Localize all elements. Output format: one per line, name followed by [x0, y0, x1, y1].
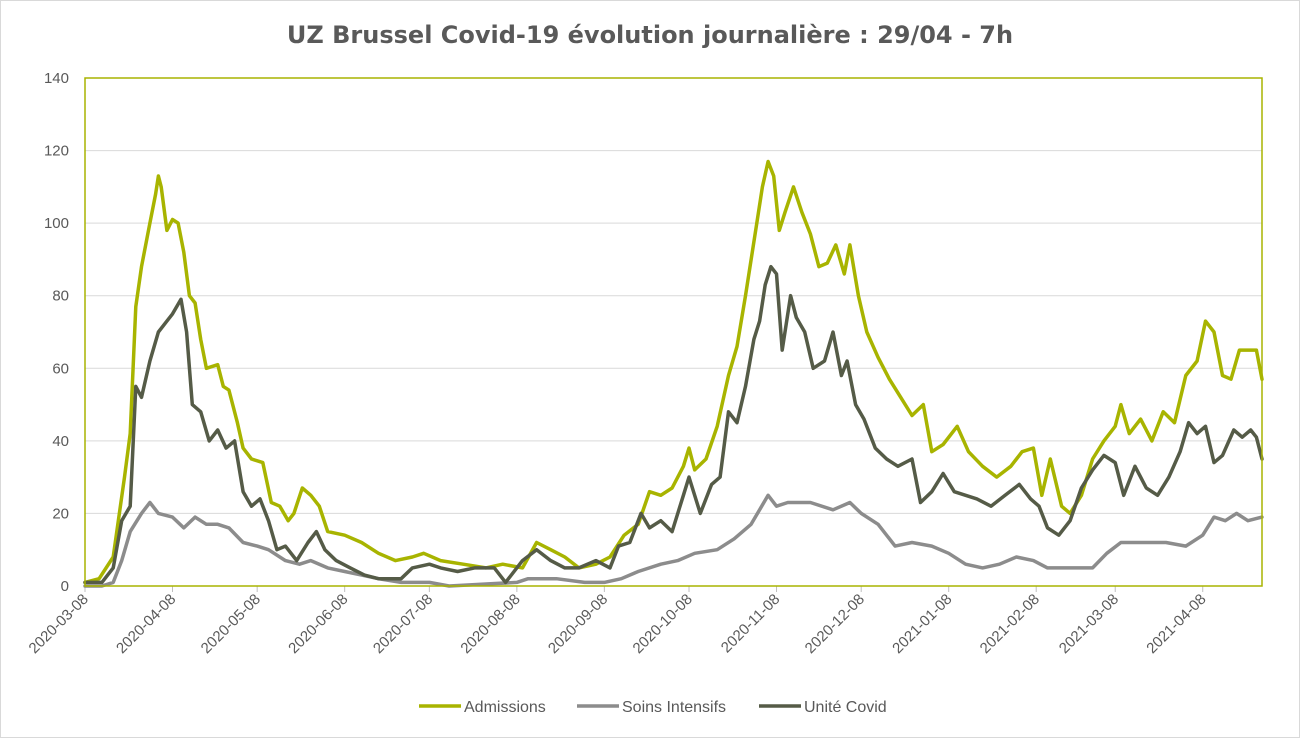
y-tick-label: 40	[52, 433, 69, 450]
series-line-admissions	[83, 159, 1264, 585]
y-tick-label: 140	[44, 70, 69, 87]
legend-label-soins-intensifs: Soins Intensifs	[622, 699, 726, 716]
x-axis: 2020-03-08 2020-04-08 2020-05-08 2020-06-08…	[26, 586, 1210, 657]
y-tick-label: 120	[44, 143, 69, 160]
y-tick-label: 20	[52, 505, 69, 522]
legend-label-unite-covid: Unité Covid	[804, 699, 887, 716]
x-tick-label: 2021-03-08	[1056, 591, 1122, 657]
x-tick-label: 2020-05-08	[198, 591, 264, 657]
x-tick-label: 2020-07-08	[370, 591, 436, 657]
y-tick-label: 60	[52, 360, 69, 377]
x-tick-label: 2020-12-08	[802, 591, 868, 657]
x-tick-label: 2020-06-08	[285, 591, 351, 657]
x-tick-label: 2020-08-08	[457, 591, 523, 657]
y-tick-label: 80	[52, 288, 69, 305]
series-line-unite-covid	[83, 264, 1264, 585]
x-tick-label: 2020-04-08	[113, 591, 179, 657]
x-tick-label: 2020-03-08	[26, 591, 92, 657]
x-tick-label: 2020-11-08	[718, 591, 783, 656]
series-line-soins-intensifs	[83, 493, 1264, 588]
x-tick-label: 2021-01-08	[889, 591, 955, 657]
x-tick-label: 2020-10-08	[630, 591, 696, 657]
x-tick-label: 2021-02-08	[977, 591, 1043, 657]
series-lines	[83, 159, 1264, 588]
plot-frame	[84, 77, 1263, 587]
y-tick-label: 0	[61, 578, 69, 595]
y-tick-label: 100	[44, 215, 69, 232]
legend-label-admissions: Admissions	[464, 699, 546, 716]
legend: Admissions Soins Intensifs Unité Covid	[419, 699, 887, 716]
grid-lines	[85, 77, 1262, 587]
x-tick-label: 2020-09-08	[545, 591, 611, 657]
y-axis: 0 20 40 60 80 100 120 140	[44, 70, 69, 595]
chart-title: UZ Brussel Covid-19 évolution journalièr…	[286, 21, 1014, 49]
x-tick-label: 2021-04-08	[1143, 591, 1209, 657]
